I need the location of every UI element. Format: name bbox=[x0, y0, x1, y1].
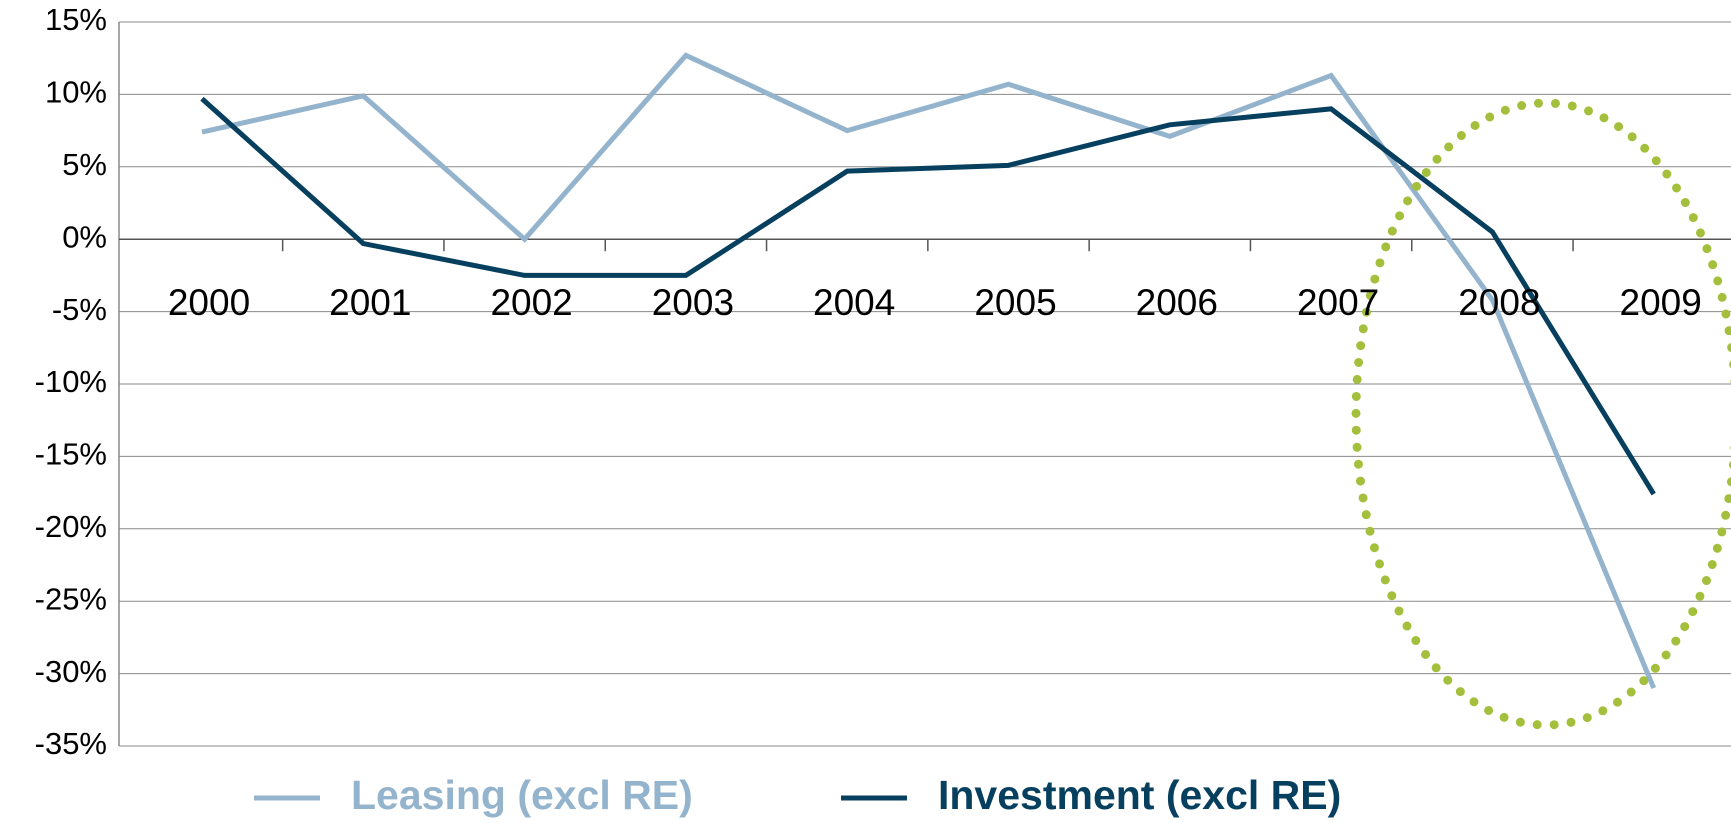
x-tick-label: 2001 bbox=[329, 282, 411, 323]
legend-label: Leasing (excl RE) bbox=[351, 772, 693, 818]
x-tick-label: 2009 bbox=[1620, 282, 1702, 323]
y-tick-label: -10% bbox=[35, 364, 107, 399]
x-tick-label: 2000 bbox=[168, 282, 250, 323]
x-tick-label: 2006 bbox=[1136, 282, 1218, 323]
y-tick-label: -5% bbox=[52, 292, 107, 327]
x-tick-label: 2004 bbox=[813, 282, 895, 323]
y-tick-label: 0% bbox=[62, 219, 107, 254]
y-tick-label: 5% bbox=[62, 147, 107, 182]
y-tick-label: 15% bbox=[45, 2, 107, 37]
lines bbox=[200, 52, 1657, 690]
highlight-ellipse bbox=[1351, 98, 1731, 730]
x-tick-label: 2003 bbox=[652, 282, 734, 323]
grid bbox=[118, 21, 1731, 747]
y-tick-label: -20% bbox=[35, 509, 107, 544]
y-tick-label: -25% bbox=[35, 581, 107, 616]
x-tick-label: 2008 bbox=[1458, 282, 1540, 323]
y-tick-label: 10% bbox=[45, 75, 107, 110]
x-tick-label: 2005 bbox=[974, 282, 1056, 323]
y-tick-label: -35% bbox=[35, 726, 107, 761]
x-tick-label: 2002 bbox=[490, 282, 572, 323]
x-tick-label: 2007 bbox=[1297, 282, 1379, 323]
series-line bbox=[201, 52, 1657, 690]
legend-label: Investment (excl RE) bbox=[938, 772, 1341, 818]
labels: -35% -30% -25% -20% -15% -10% -5% 0% 5% 10% 15% 200… bbox=[35, 2, 1702, 761]
y-tick-label: -15% bbox=[35, 437, 107, 472]
y-tick-label: -30% bbox=[35, 654, 107, 689]
series-line bbox=[200, 96, 1656, 496]
legend: Leasing (excl RE) Investment (excl RE) bbox=[254, 772, 1341, 818]
